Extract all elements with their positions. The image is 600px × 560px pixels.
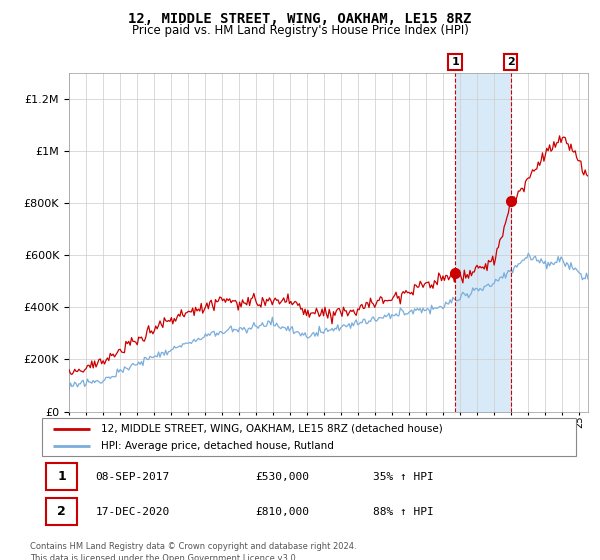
FancyBboxPatch shape <box>46 498 77 525</box>
Text: £810,000: £810,000 <box>256 507 310 517</box>
Text: 08-SEP-2017: 08-SEP-2017 <box>95 472 170 482</box>
Text: 12, MIDDLE STREET, WING, OAKHAM, LE15 8RZ: 12, MIDDLE STREET, WING, OAKHAM, LE15 8R… <box>128 12 472 26</box>
Text: 12, MIDDLE STREET, WING, OAKHAM, LE15 8RZ (detached house): 12, MIDDLE STREET, WING, OAKHAM, LE15 8R… <box>101 423 442 433</box>
Text: Price paid vs. HM Land Registry's House Price Index (HPI): Price paid vs. HM Land Registry's House … <box>131 24 469 36</box>
Text: £530,000: £530,000 <box>256 472 310 482</box>
Text: 88% ↑ HPI: 88% ↑ HPI <box>373 507 434 517</box>
Text: 35% ↑ HPI: 35% ↑ HPI <box>373 472 434 482</box>
Text: 2: 2 <box>507 57 515 67</box>
FancyBboxPatch shape <box>46 464 77 490</box>
Text: 2: 2 <box>58 505 66 518</box>
FancyBboxPatch shape <box>42 418 576 456</box>
Text: 1: 1 <box>451 57 459 67</box>
Text: 1: 1 <box>58 470 66 483</box>
Text: 17-DEC-2020: 17-DEC-2020 <box>95 507 170 517</box>
Text: Contains HM Land Registry data © Crown copyright and database right 2024.
This d: Contains HM Land Registry data © Crown c… <box>30 542 356 560</box>
Text: HPI: Average price, detached house, Rutland: HPI: Average price, detached house, Rutl… <box>101 441 334 451</box>
